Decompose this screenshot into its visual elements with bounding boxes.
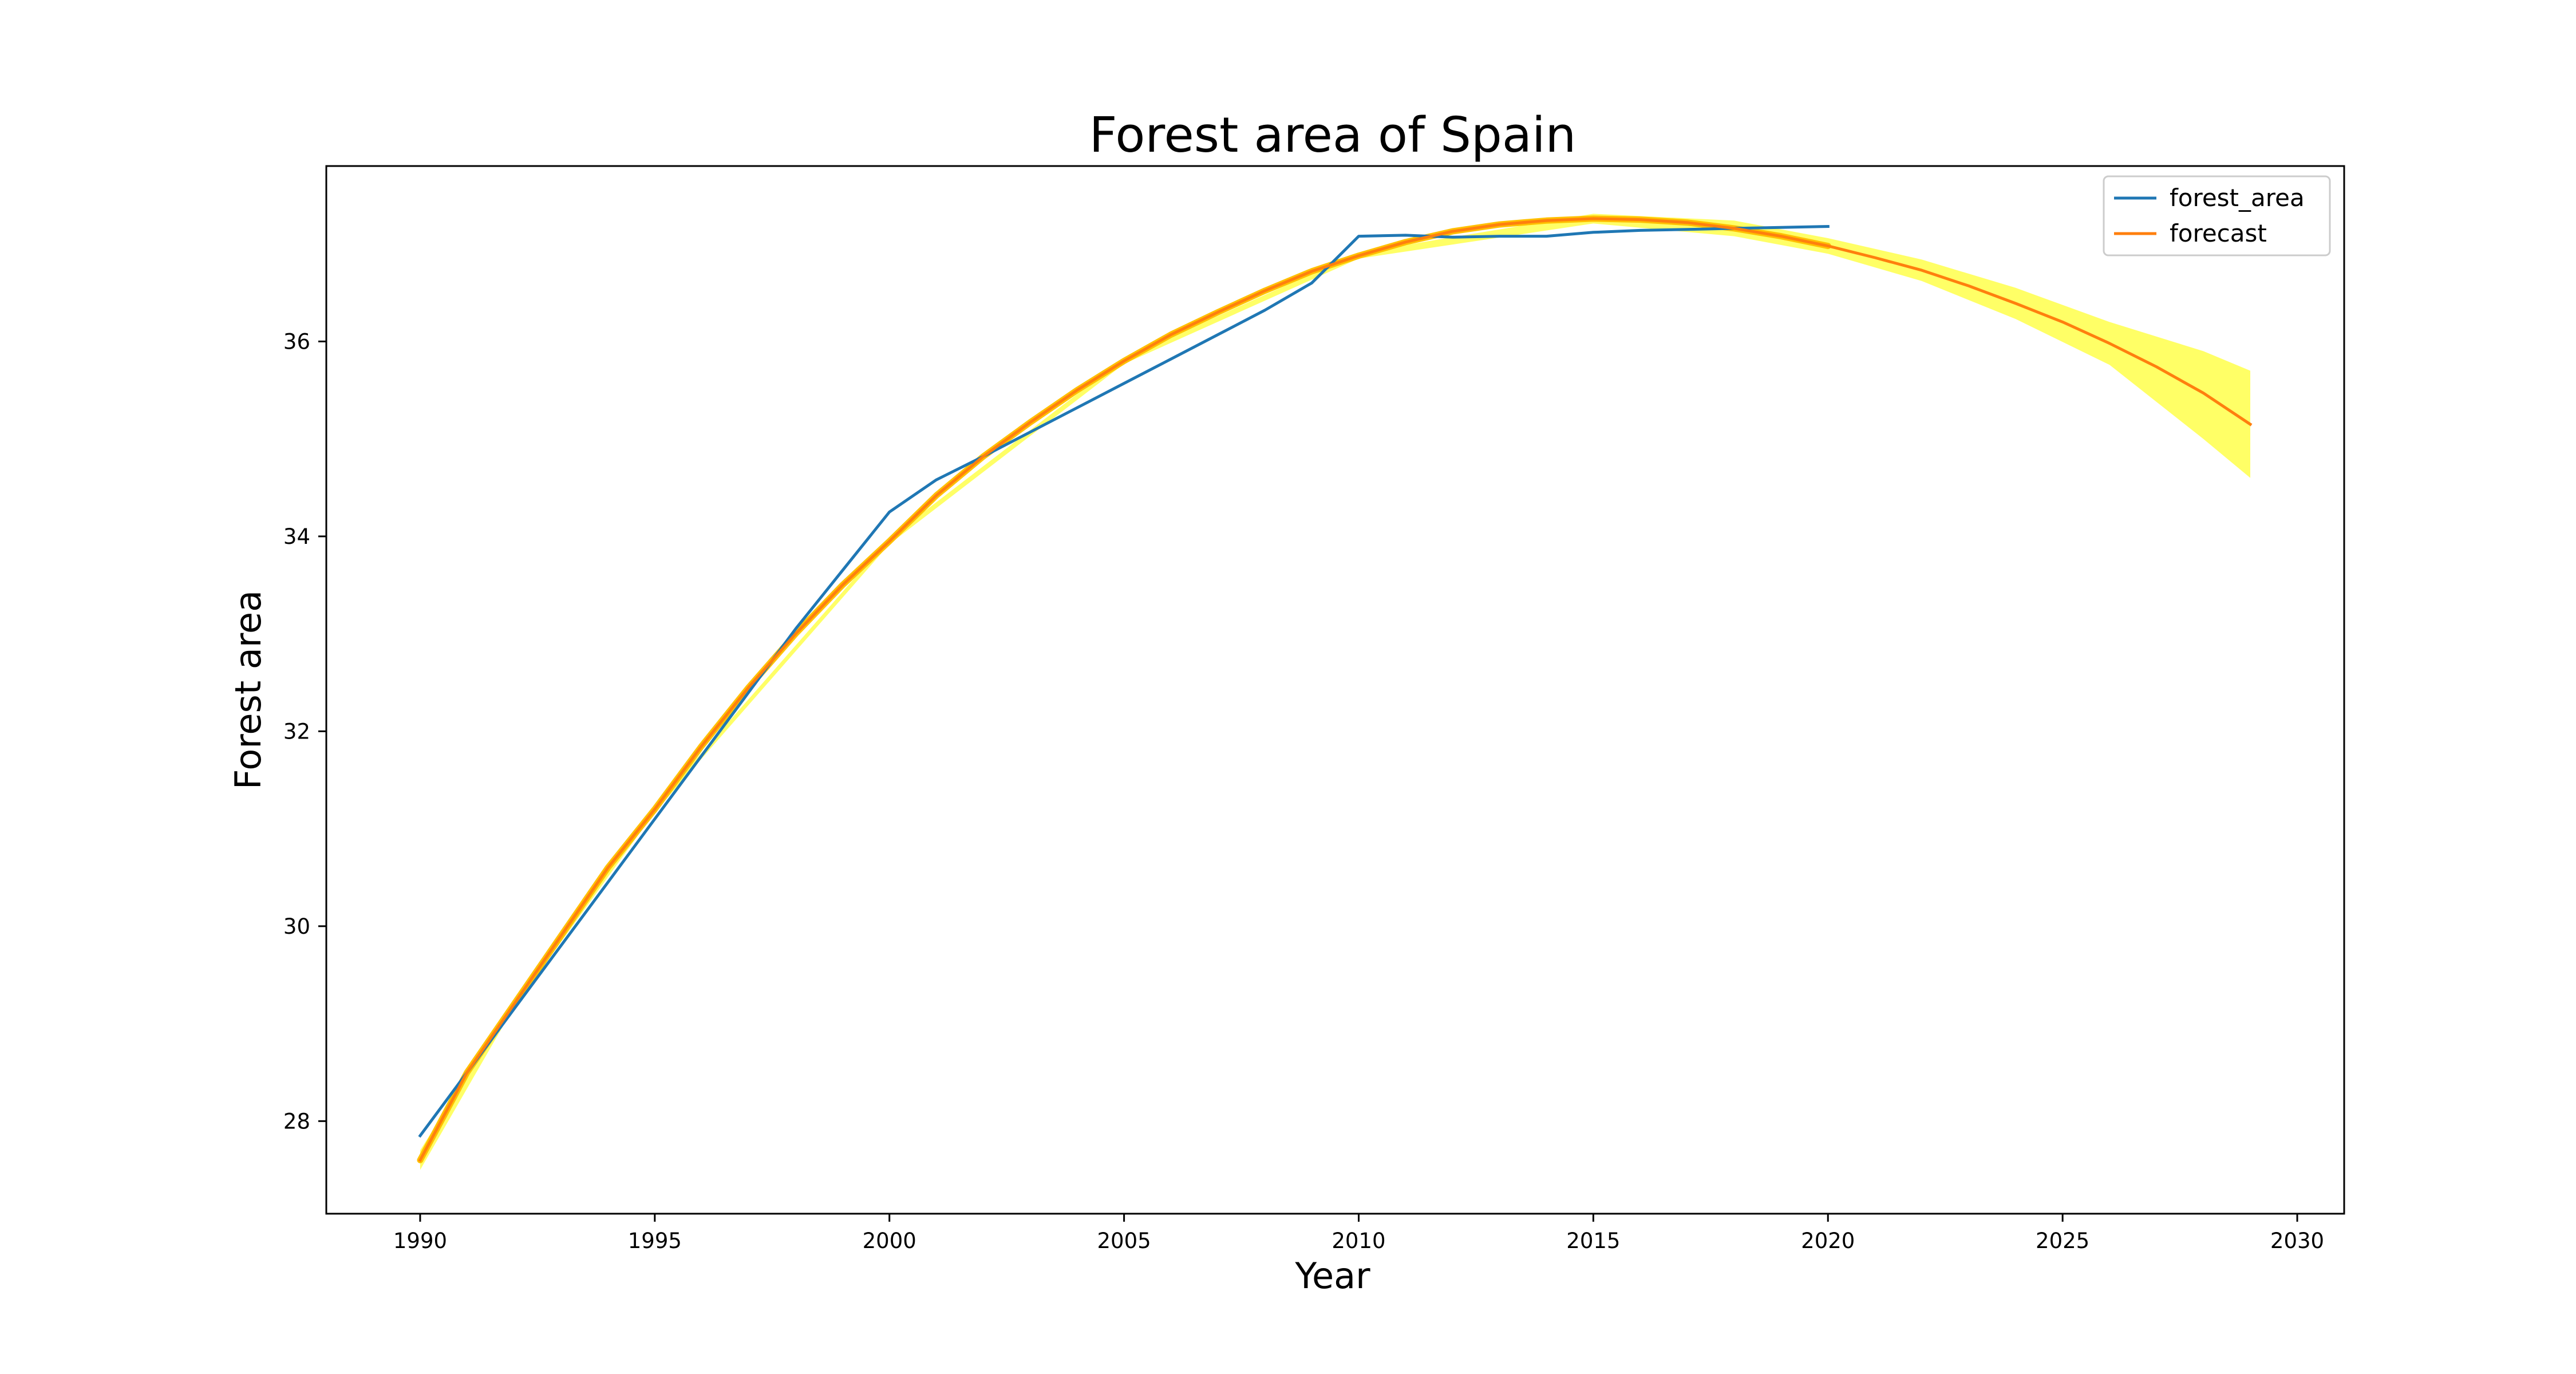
- y-tick-label-28: 28: [283, 1109, 310, 1134]
- x-tick-label-2010: 2010: [1332, 1229, 1385, 1253]
- series-line-forest-area: [418, 224, 1830, 1138]
- x-tick-label-2020: 2020: [1801, 1229, 1855, 1253]
- y-tick-label-34: 34: [283, 524, 310, 549]
- axes: 1990 1995 2000 2005 2010 2015 2020 2025 2030 28 30…: [283, 165, 2345, 1253]
- legend-box: [2103, 175, 2331, 256]
- chart-title: Forest area of Spain: [1089, 107, 1577, 164]
- x-tick-label-2025: 2025: [2036, 1229, 2089, 1253]
- plot-area: [417, 214, 2253, 1170]
- x-axis-label: Year: [1294, 1255, 1370, 1297]
- x-tick-label-2015: 2015: [1566, 1229, 1620, 1253]
- series-line-forecast: [418, 217, 2253, 1162]
- confidence-band: [420, 214, 2250, 1170]
- y-tick-label-30: 30: [283, 914, 310, 939]
- x-tick-label-2030: 2030: [2270, 1229, 2324, 1253]
- x-tick-label-2000: 2000: [863, 1229, 916, 1253]
- y-tick-label-32: 32: [283, 719, 310, 744]
- x-tick-label-1990: 1990: [393, 1229, 447, 1253]
- y-axis-label: Forest area: [227, 590, 269, 789]
- legend: forest_area forecast: [2103, 175, 2331, 256]
- legend-label-forest-area: forest_area: [2170, 184, 2305, 212]
- x-tick-label-1995: 1995: [628, 1229, 682, 1253]
- legend-label-forecast: forecast: [2170, 219, 2267, 247]
- x-tick-label-2005: 2005: [1097, 1229, 1151, 1253]
- plot-content: [417, 214, 2253, 1170]
- y-tick-label-36: 36: [283, 329, 310, 354]
- axes-frame: [325, 165, 2345, 1215]
